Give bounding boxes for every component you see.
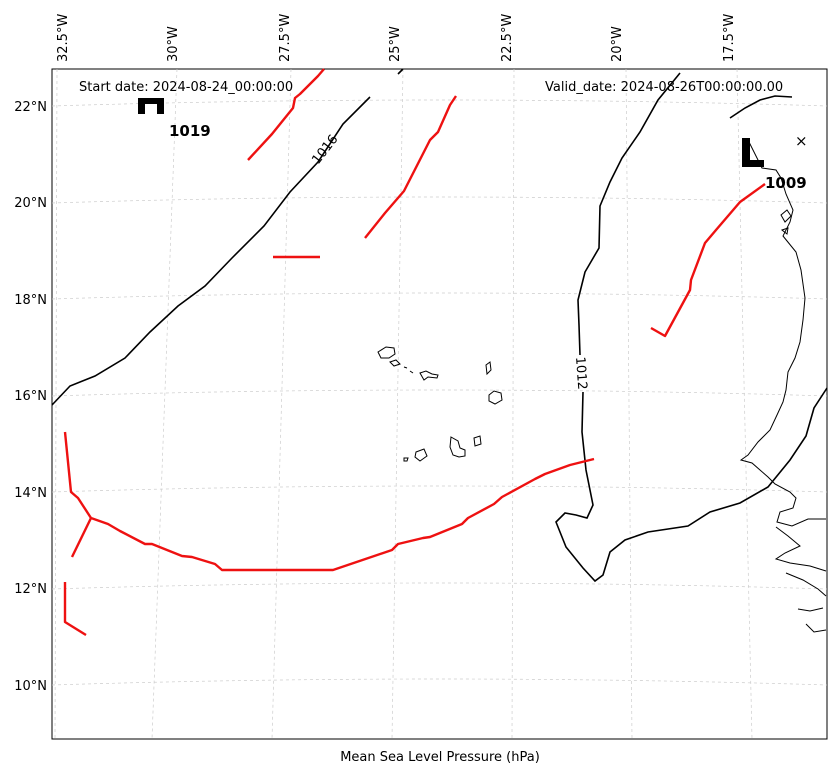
coastlines [377,139,827,633]
gridline-lat-14 [51,485,828,493]
front-line-south [63,431,595,572]
front-lines [63,68,766,637]
front-line-north-2 [364,95,457,239]
gridline-lat-12 [51,582,828,590]
lon-label: 22.5°W [500,14,515,62]
lon-label: 17.5°W [722,14,737,62]
map-caption: Mean Sea Level Pressure (hPa) [340,750,540,765]
lat-label: 16°N [14,389,47,404]
gridline-lon-17-5 [736,68,753,740]
lon-label: 32.5°W [56,14,71,62]
lon-label: 20°W [610,26,625,62]
gridline-lon-25 [391,68,404,740]
front-line-southwest-branch [70,517,93,558]
isobar-label-1012: 1012 [572,356,589,390]
high-pressure-symbol [138,98,164,114]
isobar-1012-line [555,72,828,583]
low-pressure-symbol [742,138,764,167]
valid-date-label: Valid_date: 2024-08-26T00:00:00.00 [545,80,783,95]
map-frame [51,68,828,740]
gridline-lon-27-5 [271,68,292,740]
gridline-lon-22-5 [511,68,515,740]
lat-label: 12°N [14,582,47,597]
lat-label: 10°N [14,679,47,694]
gridline-lat-16 [51,389,828,397]
gridline-lon-30 [151,68,178,740]
gridline-lat-18 [51,292,828,300]
high-pressure-center: 1019 [138,98,211,140]
front-line-north-1 [247,68,325,161]
front-line-southwest-hook [63,582,87,637]
island-fogo [414,448,428,462]
gridline-lon-32-5 [54,68,58,740]
island-maio [473,435,482,447]
high-pressure-value: 1019 [169,122,211,140]
lat-label: 22°N [14,100,47,115]
isobar-1012-upper-segment [729,95,793,119]
lon-label: 27.5°W [278,14,293,62]
longitude-labels: 32.5°W 30°W 27.5°W 25°W 22.5°W 20°W 17.5… [56,14,737,62]
gridline-lon-20 [625,68,633,740]
start-date-label: Start date: 2024-08-24_00:00:00 [79,80,293,95]
lon-label: 25°W [388,26,403,62]
lat-label: 18°N [14,293,47,308]
island-santiago [449,436,466,458]
island-boa-vista [488,390,503,405]
island-sao-vicente [389,359,401,367]
lon-label: 30°W [166,26,181,62]
island-santa-luzia [403,366,414,374]
cross-marker: × [795,132,808,150]
island-sao-nicolau [419,370,439,381]
gridline-lat-20 [51,196,828,204]
isobars [51,68,828,583]
island-brava [403,457,409,462]
isobar-1016-line [51,68,404,406]
latitude-labels: 22°N 20°N 18°N 16°N 14°N 12°N 10°N [14,100,47,694]
lat-label: 14°N [14,486,47,501]
coast-mauritania-senegal [739,139,827,633]
island-sal [485,361,492,376]
low-pressure-value: 1009 [765,174,807,192]
lat-label: 20°N [14,196,47,211]
low-pressure-center: 1009 [742,138,807,192]
front-line-east [650,183,766,338]
island-santo-antao [377,346,396,359]
gridline-lat-10 [51,678,828,686]
coast-islets [780,209,792,235]
